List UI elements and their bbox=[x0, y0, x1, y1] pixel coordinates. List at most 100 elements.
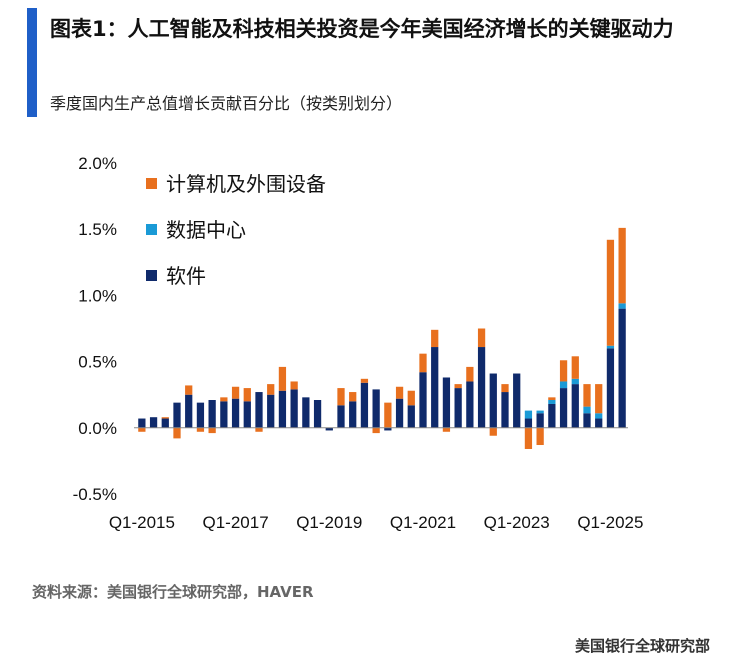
legend-datacenter-label: 数据中心 bbox=[166, 218, 246, 242]
bar-segment-datacenter bbox=[583, 406, 591, 414]
bar-segment-computers bbox=[477, 328, 486, 348]
bar-segment-software bbox=[489, 373, 497, 428]
bar-segment-software bbox=[618, 308, 626, 428]
bar-segment-datacenter bbox=[595, 413, 603, 419]
x-tick-label: Q1-2019 bbox=[296, 513, 362, 532]
bar-segment-computers bbox=[571, 356, 579, 379]
bar-segment-software bbox=[185, 394, 193, 428]
bar-segment-software bbox=[548, 403, 556, 428]
bar-segment-computers bbox=[454, 384, 462, 389]
bar-segment-software bbox=[149, 417, 158, 428]
bar-segment-software bbox=[431, 347, 439, 428]
bar-segment-computers bbox=[466, 366, 474, 382]
x-tick-label: Q1-2021 bbox=[390, 513, 456, 532]
legend-computers-swatch bbox=[146, 178, 157, 189]
bar-segment-computers bbox=[384, 402, 392, 428]
bar-segment-software bbox=[477, 347, 486, 428]
bar-segment-software bbox=[231, 398, 240, 428]
x-tick-label: Q1-2023 bbox=[484, 513, 550, 532]
bar-segment-software bbox=[501, 392, 509, 428]
bar-segment-software bbox=[360, 382, 369, 428]
bar-segment-software bbox=[267, 394, 275, 428]
y-tick-label: 1.0% bbox=[78, 286, 117, 305]
bar-segment-datacenter bbox=[606, 345, 615, 349]
bar-segment-computers bbox=[372, 427, 380, 434]
legend-computers-label: 计算机及外围设备 bbox=[166, 172, 326, 196]
bar-segment-software bbox=[325, 427, 333, 431]
bar-segment-software bbox=[220, 401, 228, 428]
bar-segment-computers bbox=[524, 427, 533, 449]
bar-segment-computers bbox=[595, 384, 603, 414]
bar-segment-software bbox=[313, 400, 322, 428]
chart-subtitle: 季度国内生产总值增长贡献百分比（按类别划分） bbox=[50, 94, 403, 113]
bar-segment-computers bbox=[196, 427, 205, 432]
bar-segment-software bbox=[349, 401, 357, 428]
legend-software-label: 软件 bbox=[166, 264, 206, 288]
bar-segment-datacenter bbox=[536, 410, 544, 414]
bar-segment-software bbox=[278, 390, 287, 428]
bar-segment-software bbox=[161, 418, 169, 428]
bar-segment-software bbox=[513, 373, 521, 428]
bar-segment-computers bbox=[255, 427, 263, 432]
x-tick-label: Q1-2025 bbox=[577, 513, 643, 532]
bar-segment-software bbox=[407, 405, 415, 428]
bar-segment-computers bbox=[220, 397, 228, 402]
bar-segment-software bbox=[606, 348, 615, 428]
bar-segment-software bbox=[243, 401, 251, 428]
bar-segment-computers bbox=[349, 392, 357, 402]
title-accent-bar bbox=[27, 8, 37, 117]
bar-segment-software bbox=[583, 413, 591, 428]
legend-datacenter-swatch bbox=[146, 224, 157, 235]
x-tick-label: Q1-2015 bbox=[109, 513, 175, 532]
legend-software-swatch bbox=[146, 270, 157, 281]
bar-segment-software bbox=[442, 377, 451, 428]
y-tick-label: -0.5% bbox=[73, 485, 117, 504]
bar-segment-computers bbox=[231, 386, 240, 399]
source-note: 资料来源：美国银行全球研究部，HAVER bbox=[32, 583, 314, 601]
bar-segment-computers bbox=[583, 384, 591, 407]
bar-segment-computers bbox=[419, 353, 427, 373]
bar-segment-software bbox=[302, 397, 310, 428]
bar-segment-computers bbox=[278, 366, 287, 391]
y-tick-label: 0.0% bbox=[78, 419, 117, 438]
y-tick-label: 1.5% bbox=[78, 220, 117, 239]
bar-segment-computers bbox=[407, 390, 415, 406]
bar-segment-datacenter bbox=[559, 381, 568, 389]
bar-segment-computers bbox=[559, 360, 568, 382]
bar-segment-computers bbox=[208, 427, 216, 434]
bar-segment-computers bbox=[173, 427, 181, 439]
bar-segment-computers bbox=[606, 239, 615, 346]
bar-segment-computers bbox=[185, 385, 193, 395]
bar-segment-software bbox=[372, 389, 380, 428]
bar-segment-computers bbox=[618, 227, 626, 304]
bar-segment-software bbox=[255, 392, 263, 428]
brand-label: 美国银行全球研究部 bbox=[574, 637, 710, 655]
bar-segment-computers bbox=[431, 329, 439, 348]
bar-segment-computers bbox=[243, 388, 251, 402]
bar-segment-computers bbox=[442, 427, 451, 432]
bar-segment-computers bbox=[501, 384, 509, 393]
bar-segment-datacenter bbox=[571, 378, 579, 385]
bar-segment-software bbox=[290, 389, 298, 428]
bar-segment-software bbox=[466, 381, 474, 428]
bar-segment-computers bbox=[360, 378, 369, 383]
bar-segment-datacenter bbox=[548, 400, 556, 404]
bar-segment-software bbox=[208, 400, 216, 428]
bar-segment-software bbox=[395, 398, 404, 428]
bar-segment-computers bbox=[536, 427, 544, 446]
bar-segment-datacenter bbox=[524, 410, 533, 419]
bar-segment-computers bbox=[290, 381, 298, 390]
bar-segment-computers bbox=[337, 388, 345, 406]
bar-segment-computers bbox=[489, 427, 497, 436]
bar-segment-computers bbox=[548, 397, 556, 400]
x-tick-label: Q1-2017 bbox=[203, 513, 269, 532]
bar-segment-datacenter bbox=[618, 303, 626, 309]
bar-segment-software bbox=[384, 427, 392, 431]
bar-segment-software bbox=[524, 418, 533, 428]
bar-segment-software bbox=[559, 388, 568, 428]
bar-segment-software bbox=[595, 418, 603, 428]
bar-segment-software bbox=[571, 384, 579, 428]
bar-segment-software bbox=[536, 413, 544, 428]
bar-segment-software bbox=[196, 402, 205, 428]
